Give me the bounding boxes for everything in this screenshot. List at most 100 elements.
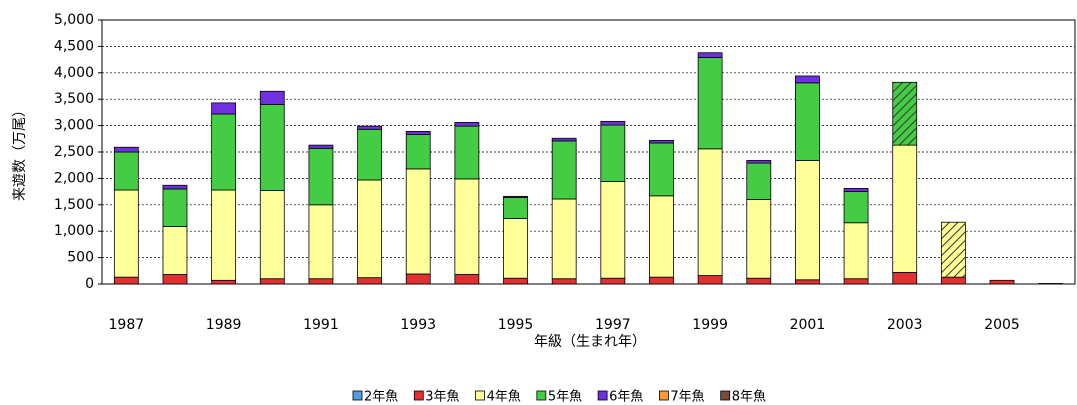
bar-segment	[113, 151, 139, 191]
bar-segment	[697, 57, 723, 150]
bar-segment	[503, 277, 528, 285]
x-tick-label: 2001	[790, 317, 826, 333]
bar-segment	[940, 221, 966, 278]
legend-label: 6年魚	[609, 390, 643, 405]
bar-segment	[503, 218, 528, 279]
bar-segment	[113, 146, 139, 153]
bar-segment	[162, 274, 188, 285]
bar-segment	[113, 189, 139, 278]
bar-segment	[454, 274, 480, 285]
x-tick-label: 1987	[109, 317, 145, 333]
bar-segment	[454, 178, 480, 275]
bar-segment	[357, 277, 382, 285]
y-tick-label: 2,000	[54, 170, 94, 186]
bar-segment	[551, 137, 577, 142]
y-tick-label: 4,000	[54, 65, 94, 81]
y-axis-title: 来遊数（万尾）	[12, 103, 28, 201]
bar-segment	[795, 75, 820, 84]
bar-segment	[405, 168, 431, 275]
x-tick-label: 2005	[984, 317, 1020, 333]
bar-segment	[746, 160, 772, 164]
bar-segment	[259, 278, 285, 285]
legend-label: 4年魚	[487, 390, 521, 405]
x-tick-label: 1997	[595, 317, 631, 333]
x-tick-label: 1993	[400, 317, 436, 333]
x-tick-label: 1991	[303, 317, 339, 333]
y-tick-label: 1,500	[54, 197, 94, 213]
legend-swatch	[720, 390, 731, 401]
legend-swatch	[597, 390, 608, 401]
bar-segment	[600, 277, 626, 285]
y-tick-label: 4,500	[54, 38, 94, 54]
bar-segment	[162, 226, 188, 275]
bar-segment	[259, 190, 285, 280]
bar-segment	[503, 197, 528, 219]
bar-segment	[211, 113, 237, 191]
bar-segment	[746, 199, 772, 279]
bar-segment	[746, 277, 772, 285]
y-tick-label: 3,500	[54, 91, 94, 107]
bar-segment	[308, 204, 334, 280]
y-tick-label: 1,000	[54, 223, 94, 239]
bar-segment	[259, 104, 285, 191]
legend-label: 2年魚	[364, 390, 398, 405]
legend-swatch	[413, 390, 424, 401]
plot-frame	[101, 19, 1076, 285]
legend-swatch	[352, 390, 363, 401]
bar-segment	[1038, 283, 1064, 285]
bar-segment	[308, 147, 334, 206]
bar-segment	[892, 271, 918, 285]
y-tick-label: 5,000	[54, 12, 94, 28]
bar-segment	[843, 222, 869, 280]
bar-segment	[405, 134, 431, 170]
bar-segment	[649, 142, 674, 197]
bar-segment	[697, 52, 723, 58]
bar-segment	[843, 191, 869, 224]
bar-segment	[746, 162, 772, 200]
y-tick-label: 500	[67, 250, 94, 266]
bar-segment	[405, 273, 431, 285]
bar-segment	[843, 188, 869, 193]
bar-segment	[357, 179, 382, 279]
bar-segment	[357, 125, 382, 130]
legend-label: 7年魚	[670, 390, 704, 405]
bar-segment	[600, 120, 626, 126]
bar-segment	[211, 189, 237, 281]
x-tick-label: 1999	[692, 317, 728, 333]
legend-label: 3年魚	[425, 390, 459, 405]
bar-segment	[795, 160, 820, 281]
bar-segment	[211, 102, 237, 115]
bar-segment	[454, 125, 480, 180]
bar-segment	[600, 124, 626, 182]
bar-segment	[162, 188, 188, 227]
x-tick-label: 2003	[887, 317, 923, 333]
bar-segment	[600, 181, 626, 279]
legend-swatch	[475, 390, 485, 401]
bar-segment	[989, 279, 1015, 285]
bar-segment	[892, 81, 918, 146]
bar-segment	[697, 275, 723, 285]
bar-segment	[405, 131, 431, 135]
bar-segment	[113, 276, 139, 285]
bar-segment	[211, 279, 237, 285]
bar-segment	[551, 278, 577, 285]
legend-swatch	[659, 390, 669, 401]
bar-segment	[503, 195, 528, 198]
bar-segment	[551, 198, 577, 280]
x-axis-title: 年級（生まれ年）	[534, 334, 646, 350]
y-tick-label: 2,500	[54, 144, 94, 160]
bar-segment	[892, 144, 918, 273]
bar-segment	[357, 128, 382, 181]
bar-segment	[308, 144, 334, 149]
y-tick-label: 0	[85, 276, 94, 292]
bar-segment	[162, 184, 188, 190]
bar-segment	[697, 148, 723, 276]
bar-segment	[259, 90, 285, 105]
legend-label: 5年魚	[548, 390, 582, 405]
bar-segment	[649, 195, 674, 278]
bar-segment	[795, 82, 820, 161]
bar-segment	[551, 140, 577, 200]
bar-segment	[795, 279, 820, 285]
y-tick-label: 3,000	[54, 118, 94, 134]
